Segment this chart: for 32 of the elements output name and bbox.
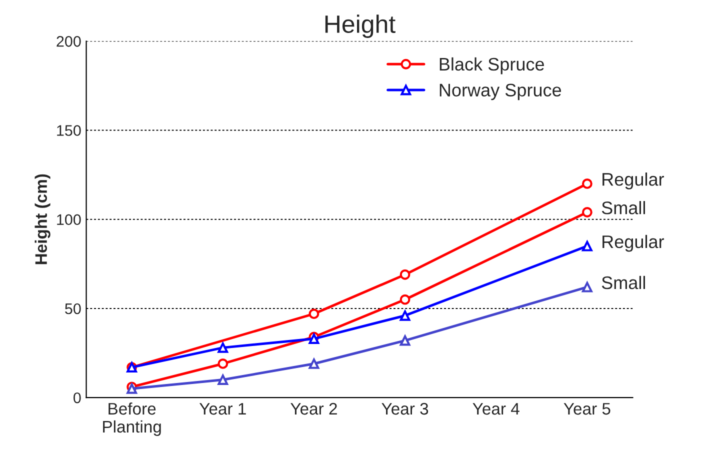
point (400, 335, 410, 346)
y-axis-title: Height (cm) (34, 174, 50, 264)
x-tick-label: Year 4 (472, 403, 520, 415)
chart-title: Height (325, 14, 396, 38)
point (218, 342, 228, 353)
point (308, 308, 320, 320)
point (582, 240, 592, 252)
y-tick-label: 100 (57, 214, 81, 226)
x-tick-label: Year 3 (382, 402, 428, 415)
point (400, 310, 410, 321)
point (582, 178, 592, 189)
legend-label: Norway Spruce (440, 84, 562, 100)
point (582, 207, 592, 218)
point (400, 269, 410, 280)
x-tick-label: Before Planting (103, 402, 161, 436)
y-tick-label: 50 (65, 303, 81, 314)
point (218, 374, 228, 385)
point (400, 294, 410, 305)
x-tick-label: Year 2 (290, 402, 337, 415)
x-tick-label: Year 5 (564, 403, 610, 415)
point (218, 358, 228, 369)
point (582, 282, 592, 292)
x-tick-label: Year 1 (199, 403, 246, 415)
legend-label: Black Spruce (440, 57, 544, 74)
annotation: Regular (602, 172, 664, 190)
annotation: Small (602, 276, 646, 290)
y-tick-label: 150 (57, 125, 81, 136)
annotation: Small (602, 201, 646, 214)
y-tick-label: 200 (56, 36, 81, 47)
point (308, 358, 320, 369)
annotation: Regular (602, 234, 664, 252)
y-tick-label: 0 (74, 392, 81, 404)
